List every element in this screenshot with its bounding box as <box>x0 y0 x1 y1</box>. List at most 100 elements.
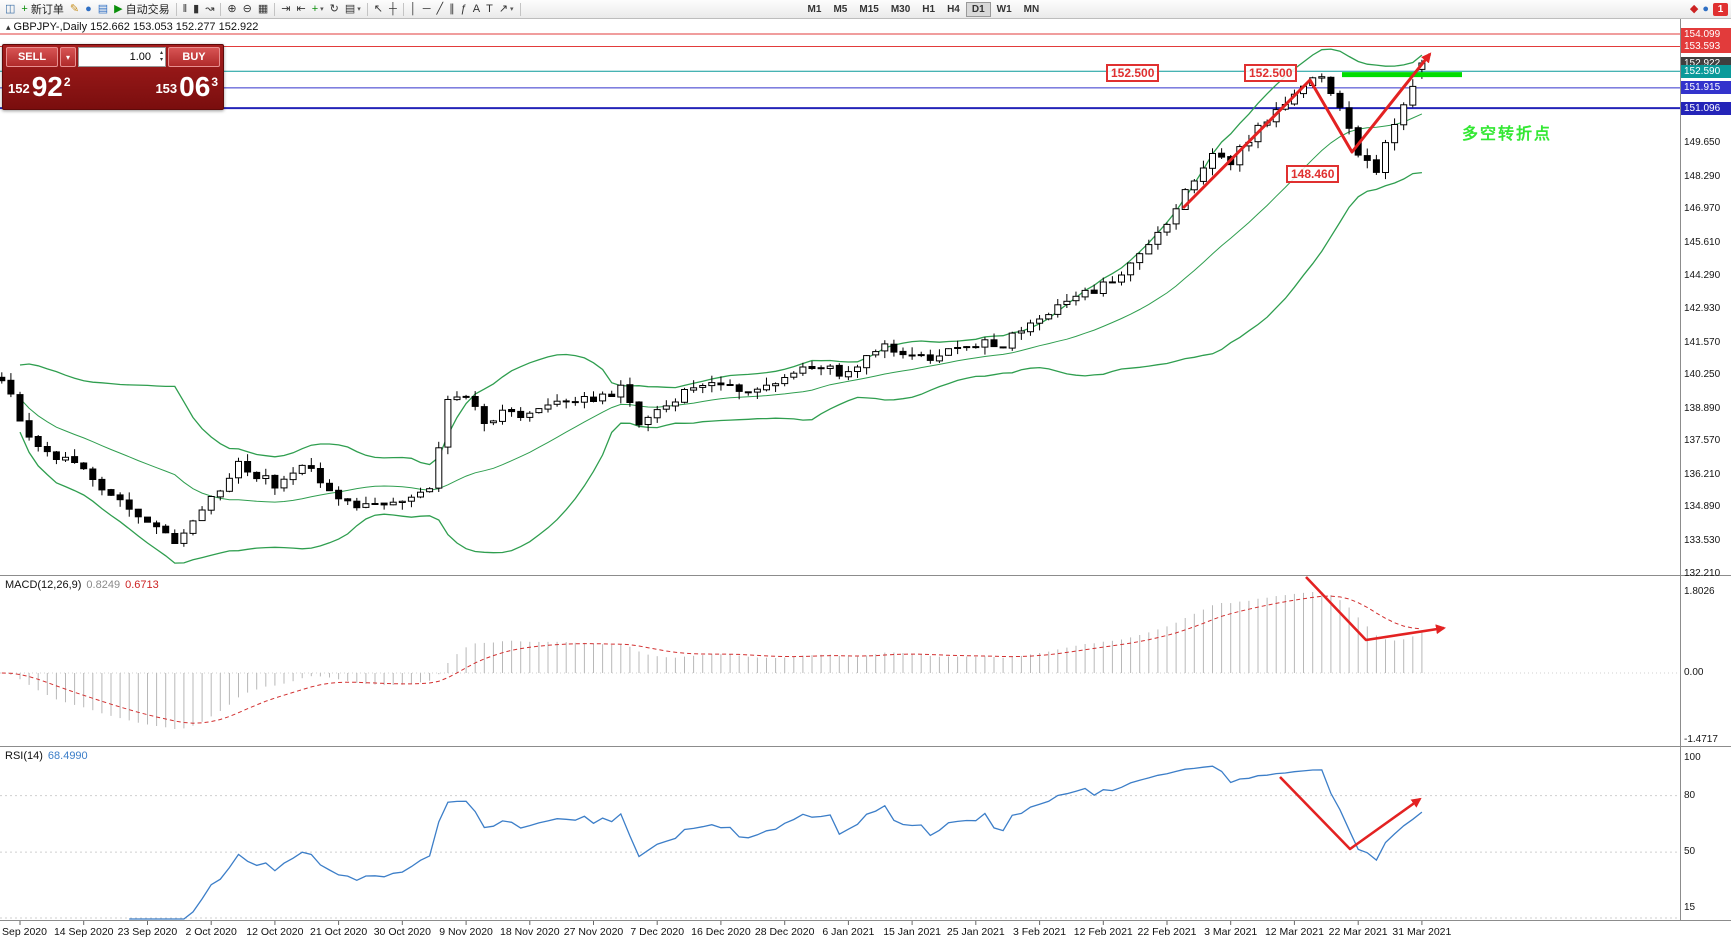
date-axis-label: 12 Feb 2021 <box>1073 926 1133 938</box>
chart-shift-icon[interactable]: ⇤ <box>293 1 308 17</box>
dropdown-caret-icon: ▾ <box>320 6 324 13</box>
date-axis-label: 22 Mar 2021 <box>1328 926 1388 938</box>
new-order-button[interactable]: + 新订单 <box>18 1 66 17</box>
tile-windows-icon[interactable]: ▦ <box>255 1 271 17</box>
trend-arrow-rsi[interactable] <box>1279 776 1422 851</box>
arrows-button[interactable]: ↗ ▾ <box>496 1 517 17</box>
timeframe-h4-button[interactable]: H4 <box>941 2 966 17</box>
dropdown-caret-icon: ▾ <box>510 6 514 13</box>
autotrading-button[interactable]: ▶ 自动交易 <box>111 1 172 17</box>
macd-axis-label: 1.8026 <box>1684 585 1715 597</box>
date-axis[interactable]: Sep 2020 14 Sep 2020 23 Sep 2020 2 Oct 2020… <box>0 921 1731 944</box>
toolbar-separator <box>519 2 521 16</box>
price-axis-label: 134.890 <box>1684 501 1721 513</box>
timeframe-m5-button[interactable]: M5 <box>827 2 853 17</box>
metaeditor-icon[interactable]: ✎ <box>67 1 82 17</box>
date-axis-label: 9 Nov 2020 <box>439 926 493 938</box>
macd-axis-label: -1.4717 <box>1684 733 1718 745</box>
notifications-badge[interactable]: 1 <box>1713 2 1728 16</box>
indicators-button[interactable]: + ▾ <box>309 1 327 17</box>
metaeditor-icon-glyph: ✎ <box>69 2 80 15</box>
auto-scroll-icon[interactable]: ⇥ <box>278 1 293 17</box>
chart-ohlc-header: ▴ GBPJPY-,Daily 152.662 153.053 152.277 1… <box>6 21 258 33</box>
price-axis[interactable]: 149.650 148.290 146.970 145.610 144.290 142.9… <box>1681 18 1731 944</box>
date-axis-label: 2 Oct 2020 <box>185 926 237 938</box>
toolbar-separator <box>274 2 276 16</box>
stepper-up-icon[interactable]: ▴ <box>159 50 163 56</box>
cursor-icon[interactable]: ↖ <box>371 1 386 17</box>
rsi-axis-label: 100 <box>1684 751 1701 763</box>
vertical-line-icon[interactable]: │ <box>407 1 420 17</box>
date-axis-label: 16 Dec 2020 <box>691 926 751 938</box>
chart-ohlc-text: GBPJPY-,Daily 152.662 153.053 152.277 15… <box>13 21 259 33</box>
templates-button[interactable]: ▤ ▾ <box>342 1 364 17</box>
zoom-out-icon[interactable]: ⊖ <box>240 1 255 17</box>
market-watch-icon[interactable]: ● <box>82 1 95 17</box>
price-axis-flag: 152.590 <box>1681 64 1731 78</box>
stepper-down-icon[interactable]: ▾ <box>159 57 163 63</box>
collapse-arrow-icon[interactable]: ▴ <box>6 22 11 32</box>
rsi-value: 68.4990 <box>47 750 88 762</box>
volume-stepper[interactable]: ▴ ▾ <box>160 50 163 64</box>
timeframe-h1-button[interactable]: H1 <box>916 2 941 17</box>
text-icon-glyph: A <box>472 2 481 15</box>
buy-price[interactable]: 153 06 3 <box>155 72 218 101</box>
toolbar-right-icons: ◆ ● 1 <box>1690 2 1728 16</box>
text-icon[interactable]: A <box>470 1 483 17</box>
date-axis-label: 6 Jan 2021 <box>822 926 875 938</box>
bar-chart-icon[interactable]: ‖ <box>180 1 191 17</box>
date-axis-label: 3 Mar 2021 <box>1204 926 1258 938</box>
one-click-trading-panel: SELL ▾ 1.00 ▴ ▾ BUY 152 92 2 153 06 3 <box>2 44 224 110</box>
price-axis-label: 145.610 <box>1684 236 1721 248</box>
sell-options-dropdown[interactable]: ▾ <box>60 47 76 67</box>
horizontal-level-lines[interactable] <box>0 33 1680 110</box>
community-icon[interactable]: ● <box>1702 3 1709 15</box>
timeframe-mn-button[interactable]: MN <box>1018 2 1046 17</box>
date-axis-label: 31 Mar 2021 <box>1392 926 1452 938</box>
candlestick-series[interactable] <box>0 59 1426 547</box>
date-axis-label: Sep 2020 <box>2 926 47 938</box>
alert-icon[interactable]: ◆ <box>1689 3 1699 15</box>
timeframe-w1-button[interactable]: W1 <box>991 2 1018 17</box>
line-chart-icon[interactable]: ↝ <box>202 1 217 17</box>
trend-arrow-macd[interactable] <box>1305 576 1446 642</box>
timeframe-m30-button[interactable]: M30 <box>885 2 916 17</box>
arrows-glyph: ↗ <box>498 2 509 15</box>
text-label-icon[interactable]: T <box>483 1 496 17</box>
crosshair-icon[interactable]: ┼ <box>386 1 400 17</box>
timeframe-m1-button[interactable]: M1 <box>802 2 828 17</box>
macd-value-main: 0.8249 <box>86 579 121 591</box>
rsi-axis-label: 80 <box>1684 789 1696 801</box>
trendline-icon[interactable]: ╱ <box>433 1 446 17</box>
new-chart-icon-glyph: ◫ <box>5 2 16 15</box>
cycles-icon-glyph: ↻ <box>329 2 339 15</box>
equidistant-channel-icon[interactable]: ∥ <box>446 1 458 17</box>
trend-arrow-main[interactable] <box>1181 52 1432 210</box>
trendline-icon-glyph: ╱ <box>436 2 444 15</box>
fibonacci-icon[interactable]: ƒ <box>458 1 470 17</box>
price-axis-label: 141.570 <box>1684 336 1721 348</box>
sell-price[interactable]: 152 92 2 <box>8 72 71 101</box>
sell-button[interactable]: SELL <box>6 47 58 67</box>
timeframe-d1-button[interactable]: D1 <box>965 1 991 17</box>
toolbar-separator <box>366 2 368 16</box>
volume-input[interactable]: 1.00 ▴ ▾ <box>78 47 166 67</box>
candlestick-chart-icon[interactable]: ▮ <box>190 1 202 17</box>
price-axis-label: 149.650 <box>1684 137 1721 149</box>
date-axis-label: 30 Oct 2020 <box>373 926 431 938</box>
date-axis-label: 25 Jan 2021 <box>946 926 1005 938</box>
rsi-indicator-label: RSI(14) 68.4990 <box>5 750 88 762</box>
zoom-in-icon[interactable]: ⊕ <box>224 1 239 17</box>
price-axis-label: 146.970 <box>1684 203 1721 215</box>
rsi-axis-label: 50 <box>1684 845 1696 857</box>
sell-price-sup: 2 <box>63 74 71 89</box>
timeframe-m15-button[interactable]: M15 <box>853 2 884 17</box>
sell-price-prefix: 152 <box>8 81 30 97</box>
cycles-icon[interactable]: ↻ <box>327 1 342 17</box>
buy-button[interactable]: BUY <box>168 47 220 67</box>
buy-price-sup: 3 <box>211 74 218 89</box>
horizontal-line-icon[interactable]: ─ <box>420 1 434 17</box>
navigator-icon[interactable]: ▤ <box>95 1 111 17</box>
new-chart-icon[interactable]: ◫ <box>2 1 18 17</box>
